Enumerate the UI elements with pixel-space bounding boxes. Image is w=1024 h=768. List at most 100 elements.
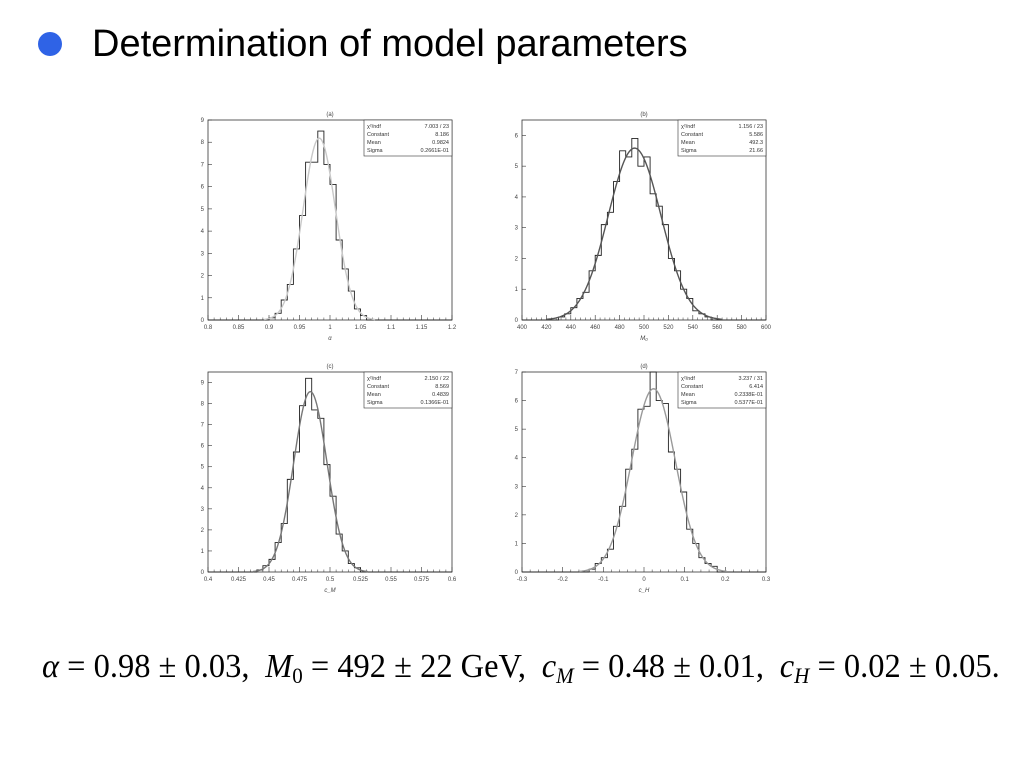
histogram-c-ytick-label: 6 <box>201 444 205 450</box>
result-m0-symbol: M <box>265 648 293 685</box>
result-ch-error: 0.05 <box>934 648 992 685</box>
histogram-a-xtick-label: 0.95 <box>294 325 306 331</box>
histogram-b-xtick-label: 560 <box>712 325 723 331</box>
histogram-c-stat-value: 2.150 / 22 <box>425 376 449 382</box>
histogram-a-ytick-label: 8 <box>201 140 205 146</box>
histogram-panel-a: (a) 0 1 2 3 4 5 6 7 8 9 0.8 0.85 0.9 0.95 1 1.05 1.1 1.15 1… <box>194 108 464 342</box>
histogram-a-ytick-label: 3 <box>201 251 205 257</box>
histogram-c-xtick-label: 0.425 <box>231 577 247 583</box>
histogram-d-ytick-label: 1 <box>515 541 519 547</box>
result-cm-error: 0.01 <box>699 648 756 685</box>
histogram-b-stat-value: 492.3 <box>749 140 763 146</box>
histogram-d-xtick-label: 0.1 <box>680 577 689 583</box>
histogram-d-stat-value: 0.5377E-01 <box>735 400 763 406</box>
histogram-b-stat-label: χ²/ndf <box>681 124 695 130</box>
histogram-b-title: (b) <box>640 112 647 118</box>
histogram-a-stat-value: 0.2661E-01 <box>421 148 449 154</box>
histogram-d-xtick-label: -0.3 <box>517 577 528 583</box>
histogram-panel-c: (c) 0 1 2 3 4 5 6 7 8 9 0.4 0.425 0.45 0.475 0.5 0.525 0.… <box>194 360 464 594</box>
histogram-a-ytick-label: 4 <box>201 229 205 235</box>
histogram-c-stat-value: 8.569 <box>435 384 449 390</box>
histogram-d-stat-label: Mean <box>681 392 695 398</box>
histogram-a-ytick-label: 6 <box>201 185 205 191</box>
histogram-a-xtick-label: 0.85 <box>233 325 245 331</box>
histogram-b-stat-value: 21.66 <box>749 148 763 154</box>
histogram-c-stat-label: Constant <box>367 384 389 390</box>
histogram-d-stat-label: Sigma <box>681 400 698 406</box>
histogram-c-stat-label: Mean <box>367 392 381 398</box>
histogram-d-ytick-label: 2 <box>515 513 519 519</box>
histogram-panel-d: (d) 0 1 2 3 4 5 6 7 -0.3 -0.2 -0.1 0 0.1 0.2 0.3 c_H χ²/n… <box>508 360 778 594</box>
results-formula: α = 0.98 ± 0.03, M0 = 492 ± 22 GeV, cM =… <box>42 648 1000 689</box>
histogram-c-xtick-label: 0.5 <box>326 577 335 583</box>
histogram-d-xlabel: c_H <box>639 588 650 594</box>
histogram-d-stat-value: 3.237 / 31 <box>739 376 763 382</box>
histogram-d: (d) 0 1 2 3 4 5 6 7 -0.3 -0.2 -0.1 0 0.1 0.2 0.3 c_H χ²/n… <box>515 364 771 594</box>
histogram-c-xtick-label: 0.525 <box>353 577 369 583</box>
histogram-a-xlabel: α <box>328 336 332 342</box>
result-alpha-value: 0.98 <box>93 648 151 685</box>
histogram-a: (a) 0 1 2 3 4 5 6 7 8 9 0.8 0.85 0.9 0.95 1 1.05 1.1 1.15 1… <box>201 112 457 342</box>
histogram-a-xtick-label: 1.2 <box>448 325 457 331</box>
histogram-c-xtick-label: 0.575 <box>414 577 430 583</box>
histogram-a-xtick-label: 1 <box>328 325 332 331</box>
histogram-d-xtick-label: -0.1 <box>598 577 609 583</box>
histogram-d-ytick-label: 4 <box>515 456 519 462</box>
histogram-d-fit-curve <box>579 388 728 573</box>
histogram-a-stat-label: Mean <box>367 140 381 146</box>
histogram-c-stats-box <box>363 371 453 409</box>
result-cm-symbol: c <box>541 648 557 685</box>
histogram-d-stats-box <box>677 371 767 409</box>
histogram-d-ytick-label: 6 <box>515 399 519 405</box>
histogram-a-stat-value: 0.9824 <box>432 140 449 146</box>
histogram-d-ytick-label: 7 <box>515 370 519 376</box>
histogram-a-xtick-label: 1.15 <box>416 325 428 331</box>
histogram-d-title: (d) <box>640 364 647 370</box>
histogram-b-ytick-label: 4 <box>515 195 519 201</box>
histogram-c-xtick-label: 0.55 <box>385 577 397 583</box>
histogram-a-stat-label: Constant <box>367 132 389 138</box>
histogram-c-stat-label: χ²/ndf <box>367 376 381 382</box>
histogram-a-ytick-label: 2 <box>201 274 205 280</box>
result-cm-sub: M <box>556 663 574 688</box>
histogram-b-stat-label: Mean <box>681 140 695 146</box>
histogram-panel-b: (b) 0 1 2 3 4 5 6 400 420 440 460 480 500 520 540 560 580… <box>508 108 778 342</box>
histogram-b-stat-label: Constant <box>681 132 703 138</box>
histogram-a-stat-value: 8.186 <box>435 132 449 138</box>
histogram-c-ytick-label: 0 <box>201 570 205 576</box>
histogram-a-stats-box <box>363 119 453 157</box>
histogram-a-title: (a) <box>326 112 333 118</box>
slide-title: Determination of model parameters <box>92 22 688 65</box>
histogram-b: (b) 0 1 2 3 4 5 6 400 420 440 460 480 500 520 540 560 580… <box>515 112 772 342</box>
histogram-b-xtick-label: 600 <box>761 325 772 331</box>
histogram-c-xtick-label: 0.45 <box>263 577 275 583</box>
histogram-b-ytick-label: 0 <box>515 318 519 324</box>
histogram-a-ytick-label: 0 <box>201 318 205 324</box>
histogram-a-xtick-label: 1.1 <box>387 325 396 331</box>
histogram-c-ytick-label: 3 <box>201 507 205 513</box>
histogram-a-xtick-label: 0.8 <box>204 325 213 331</box>
histogram-d-stat-label: Constant <box>681 384 703 390</box>
histogram-c-xlabel: c_M <box>324 588 335 594</box>
histogram-c-stat-value: 0.1366E-01 <box>421 400 449 406</box>
result-m0-value: 492 <box>337 648 387 685</box>
histogram-a-stat-value: 7.003 / 23 <box>425 124 449 130</box>
histogram-b-stats-box <box>677 119 767 157</box>
histogram-d-stat-label: χ²/ndf <box>681 376 695 382</box>
histogram-c-stat-value: 0.4839 <box>432 392 449 398</box>
result-m0-sub: 0 <box>292 663 303 688</box>
result-m0: M0 = 492 ± 22 GeV, <box>265 648 526 688</box>
result-alpha-error: 0.03 <box>184 648 242 685</box>
histogram-c: (c) 0 1 2 3 4 5 6 7 8 9 0.4 0.425 0.45 0.475 0.5 0.525 0.… <box>201 364 457 594</box>
histogram-c-ytick-label: 1 <box>201 549 205 555</box>
histogram-a-xtick-label: 1.05 <box>355 325 367 331</box>
histogram-b-xtick-label: 460 <box>590 325 601 331</box>
histogram-b-ytick-label: 6 <box>515 133 519 139</box>
histogram-a-ytick-label: 1 <box>201 296 205 302</box>
histogram-b-stat-value: 1.156 / 23 <box>739 124 763 130</box>
histogram-c-xtick-label: 0.6 <box>448 577 457 583</box>
histogram-a-ytick-label: 9 <box>201 118 205 124</box>
histogram-a-xtick-label: 0.9 <box>265 325 274 331</box>
histogram-b-ytick-label: 5 <box>515 164 519 170</box>
title-row: Determination of model parameters <box>38 16 688 72</box>
